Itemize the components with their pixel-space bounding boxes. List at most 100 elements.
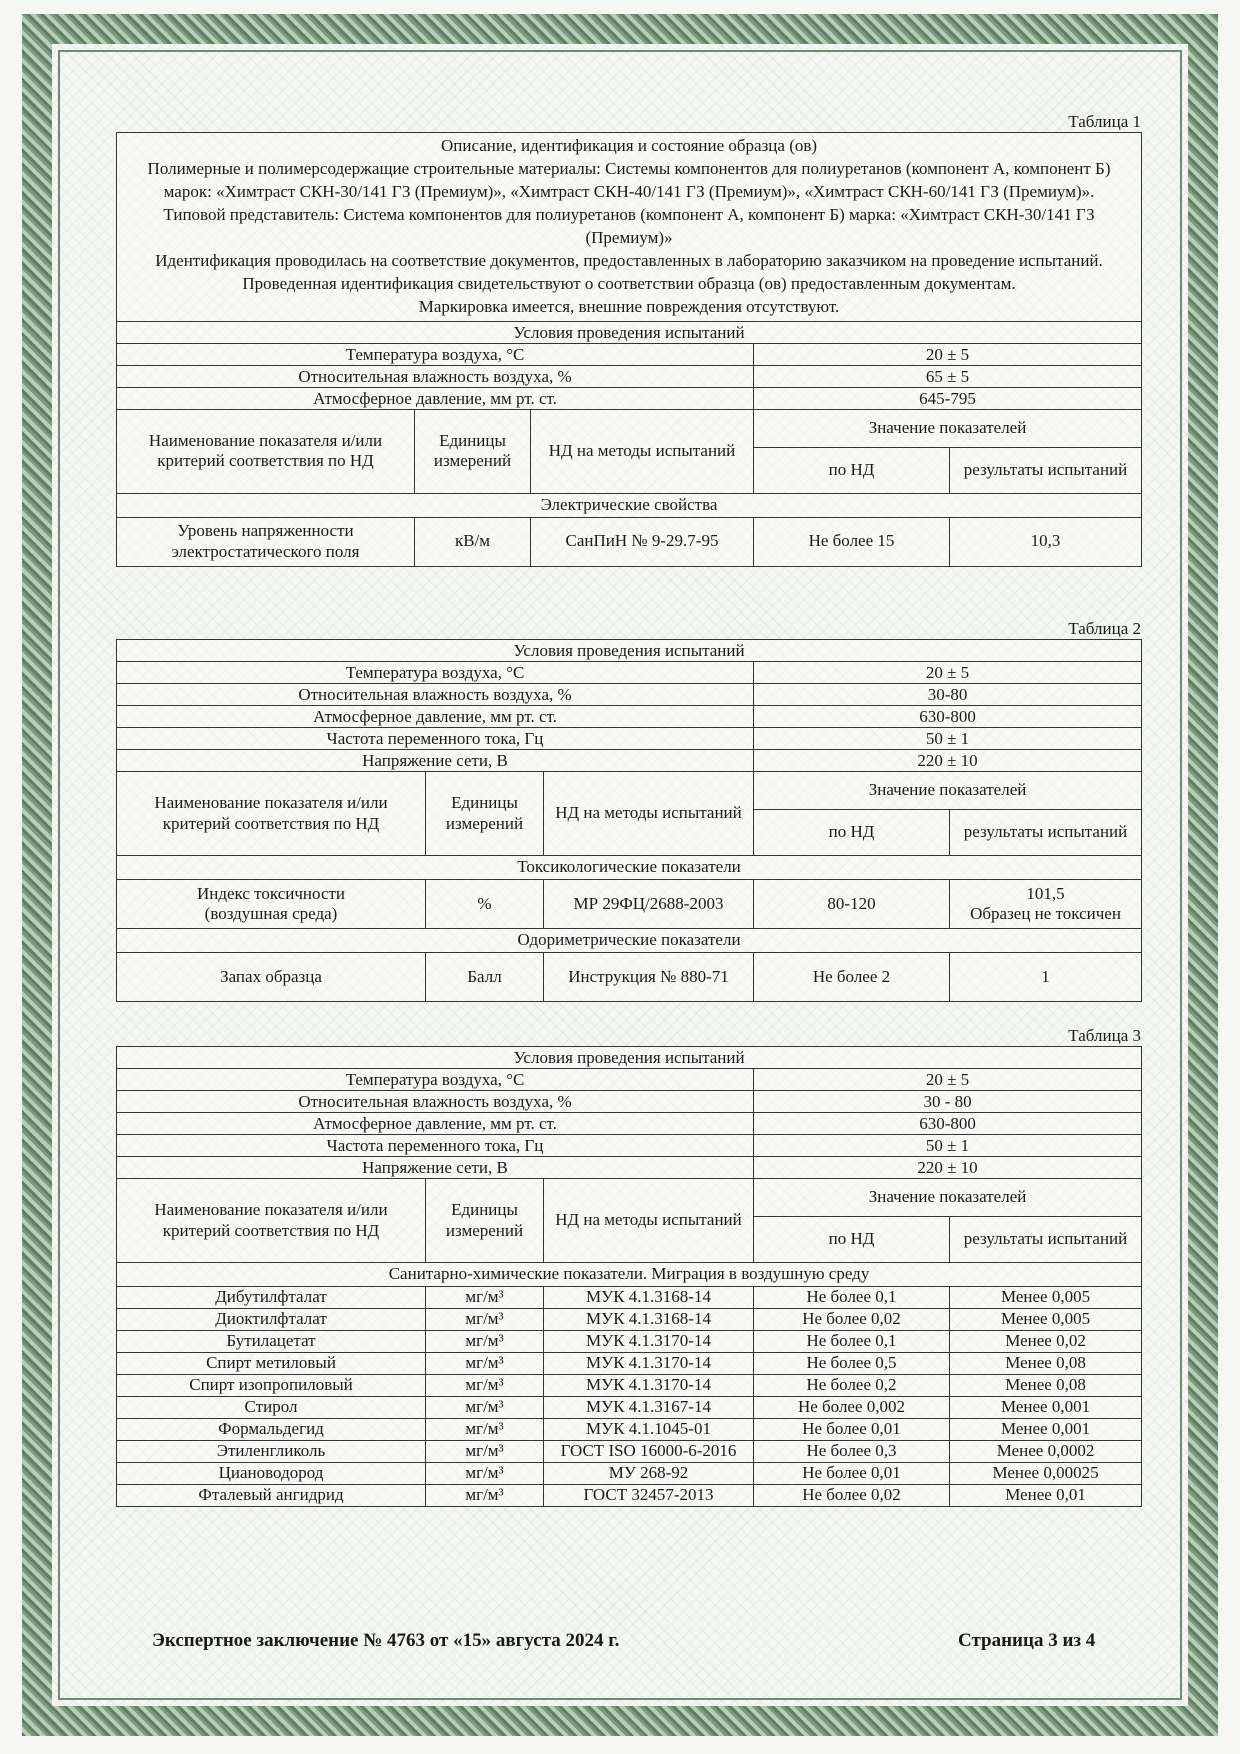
condition-label: Температура воздуха, °С [116, 661, 754, 684]
conditions-title: Условия проведения испытаний [115, 1046, 1143, 1069]
section-row: Электрические свойства [115, 492, 1143, 518]
conditions-title-row: Условия проведения испытаний [115, 639, 1143, 662]
data-row: Спирт изопропиловый мг/м³ МУК 4.1.3170-14 Н… [116, 1374, 1143, 1397]
condition-value: 50 ± 1 [752, 727, 1143, 750]
data-row: Диоктилфталат мг/м³ МУК 4.1.3168-14 Не боле… [116, 1308, 1143, 1331]
norm: Не более 2 [753, 952, 950, 1002]
table-label: Таблица 3 [1068, 1026, 1141, 1045]
norm: Не более 0,02 [753, 1484, 950, 1507]
result: Менее 0,08 [948, 1374, 1143, 1397]
header-units: Единицы измерений [425, 1178, 544, 1263]
data-row: Уровень напряженности электростатическог… [116, 516, 1143, 567]
units: мг/м³ [425, 1308, 544, 1331]
section-row: Одориметрические показатели [115, 928, 1143, 953]
header-name: Наименование показателя и/или критерий с… [116, 771, 426, 856]
units: Балл [425, 952, 544, 1002]
header-units: Единицы измерений [425, 771, 544, 856]
data-row: Формальдегид мг/м³ МУК 4.1.1045-01 Не более… [116, 1418, 1143, 1441]
description-text: Описание, идентификация и состояние обра… [440, 136, 818, 155]
condition-label: Атмосферное давление, мм рт. ст. [116, 1112, 754, 1135]
condition-label: Температура воздуха, °С [116, 1068, 754, 1091]
header-results: результаты испытаний [948, 1216, 1143, 1263]
condition-value: 645-795 [752, 386, 1143, 410]
section-title: Токсикологические показатели [115, 855, 1143, 880]
method: МУК 4.1.3168-14 [543, 1308, 754, 1331]
header-row: по НД результаты испытаний [117, 809, 1143, 856]
table-body: Условия проведения испытаний Температура … [115, 1046, 1143, 1507]
indicator-name: Фталевый ангидрид [116, 1484, 426, 1507]
data-table: Условия проведения испытаний Температура … [115, 1046, 1143, 1507]
result: Менее 0,02 [948, 1330, 1143, 1353]
norm: Не более 0,3 [753, 1440, 950, 1463]
norm: Не более 0,01 [753, 1462, 950, 1485]
method: ГОСТ ISO 16000-6-2016 [543, 1440, 754, 1463]
header-by-nd: по НД [753, 1216, 950, 1263]
data-row: Стирол мг/м³ МУК 4.1.3167-14 Не более 0,002… [116, 1396, 1143, 1419]
condition-row: Атмосферное давление, мм рт. ст. 630-800 [116, 705, 1143, 728]
data-row: Бутилацетат мг/м³ МУК 4.1.3170-14 Не более … [116, 1330, 1143, 1353]
condition-value: 220 ± 10 [752, 1156, 1143, 1179]
condition-label: Относительная влажность воздуха, % [116, 1090, 754, 1113]
header-method: НД на методы испытаний [543, 1178, 754, 1263]
method: ГОСТ 32457-2013 [543, 1484, 754, 1507]
header-by-nd: по НД [753, 809, 950, 856]
indicator-name: Бутилацетат [116, 1330, 426, 1353]
units: мг/м³ [425, 1352, 544, 1375]
condition-value: 20 ± 5 [752, 661, 1143, 684]
units: мг/м³ [425, 1418, 544, 1441]
norm: Не более 15 [753, 516, 950, 567]
norm: 80-120 [753, 879, 950, 929]
condition-row: Частота переменного тока, Гц 50 ± 1 [116, 1134, 1143, 1157]
description-text: Идентификация проводилась на соответстви… [155, 250, 1103, 270]
norm: Не более 0,1 [753, 1330, 950, 1353]
result: Менее 0,0002 [948, 1440, 1143, 1463]
method: МР 29ФЦ/2688-2003 [543, 879, 754, 929]
table-label: Таблица 1 [1068, 112, 1141, 131]
data-row: Циановодород мг/м³ МУ 268-92 Не более 0,01 М… [116, 1462, 1143, 1485]
conditions-title-row: Условия проведения испытаний [115, 320, 1143, 344]
indicator-name: Спирт метиловый [116, 1352, 426, 1375]
condition-value: 65 ± 5 [752, 364, 1143, 388]
result: Менее 0,08 [948, 1352, 1143, 1375]
table-block: Таблица 1 Описание, идентификация и состо… [115, 112, 1143, 567]
condition-row: Напряжение сети, В 220 ± 10 [116, 1156, 1143, 1179]
method: МУК 4.1.3170-14 [543, 1330, 754, 1353]
header-row: Наименование показателя и/или критерий с… [116, 771, 1143, 856]
norm: Не более 0,02 [753, 1308, 950, 1331]
footer-right: Страница 3 из 4 [958, 1630, 1096, 1651]
units: % [425, 879, 544, 929]
method: МУК 4.1.3167-14 [543, 1396, 754, 1419]
data-table: Условия проведения испытаний Температура … [115, 639, 1143, 1002]
condition-label: Частота переменного тока, Гц [116, 1134, 754, 1157]
header-values: Значение показателей [752, 408, 1143, 448]
indicator-name: Этиленгликоль [116, 1440, 426, 1463]
method: МУК 4.1.3170-14 [543, 1352, 754, 1375]
header-method: НД на методы испытаний [543, 771, 754, 856]
condition-label: Относительная влажность воздуха, % [116, 683, 754, 706]
data-table: Описание, идентификация и состояние обра… [115, 132, 1143, 567]
condition-value: 30-80 [752, 683, 1143, 706]
data-row: Индекс токсичности (воздушная среда)% МР … [116, 879, 1143, 929]
result: Менее 0,01 [948, 1484, 1143, 1507]
table-block: Таблица 2 Условия проведения испытаний Тем… [115, 619, 1143, 1002]
indicator-name: Дибутилфталат [116, 1286, 426, 1309]
data-row: Этиленгликоль мг/м³ ГОСТ ISO 16000-6-2016 Н… [116, 1440, 1143, 1463]
data-row: Спирт метиловый мг/м³ МУК 4.1.3170-14 Не бо… [116, 1352, 1143, 1375]
units: мг/м³ [425, 1440, 544, 1463]
result: Менее 0,005 [948, 1308, 1143, 1331]
norm: Не более 0,01 [753, 1418, 950, 1441]
result: 101,5 Образец не токсичен [948, 879, 1143, 929]
method: МУК 4.1.3168-14 [543, 1286, 754, 1309]
norm: Не более 0,5 [753, 1352, 950, 1375]
indicator-name: Индекс токсичности (воздушная среда) [116, 879, 426, 929]
table-block: Таблица 3 Условия проведения испытаний Тем… [115, 1026, 1143, 1507]
condition-value: 50 ± 1 [752, 1134, 1143, 1157]
condition-value: 20 ± 5 [752, 1068, 1143, 1091]
section-title: Санитарно-химические показатели. Миграци… [115, 1262, 1143, 1287]
condition-row: Температура воздуха, °С 20 ± 5 [116, 1068, 1143, 1091]
units: мг/м³ [425, 1484, 544, 1507]
header-name: Наименование показателя и/или критерий с… [116, 1178, 426, 1263]
header-values: Значение показателей [752, 771, 1143, 810]
section-title: Электрические свойства [115, 492, 1143, 518]
method: МУК 4.1.3170-14 [543, 1374, 754, 1397]
